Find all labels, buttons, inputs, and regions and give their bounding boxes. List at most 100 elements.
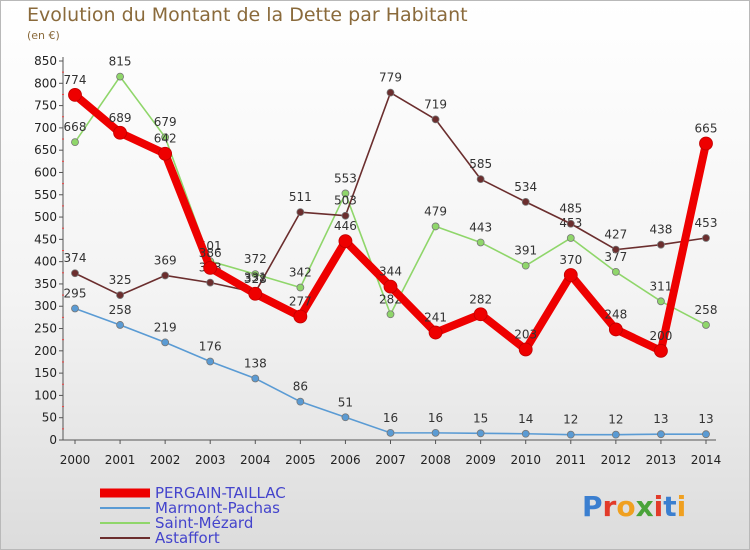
data-label: 203 bbox=[514, 327, 537, 341]
data-point bbox=[296, 208, 305, 217]
data-point bbox=[161, 271, 170, 280]
data-point bbox=[341, 211, 350, 220]
data-label: 679 bbox=[154, 115, 177, 129]
data-label: 325 bbox=[109, 273, 132, 287]
data-label: 372 bbox=[244, 252, 267, 266]
y-tick-label: 750 bbox=[34, 99, 57, 113]
y-tick-label: 600 bbox=[34, 165, 57, 179]
x-tick-label: 2009 bbox=[465, 453, 496, 467]
data-label: 13 bbox=[653, 412, 668, 426]
data-label: 585 bbox=[469, 157, 492, 171]
data-point bbox=[431, 115, 440, 124]
x-tick-label: 2000 bbox=[60, 453, 91, 467]
data-point bbox=[251, 374, 260, 383]
y-tick-label: 250 bbox=[34, 322, 57, 336]
y-tick-label: 450 bbox=[34, 232, 57, 246]
data-point bbox=[476, 175, 485, 184]
data-label: 277 bbox=[289, 294, 312, 308]
data-point bbox=[521, 261, 530, 270]
y-tick-label: 200 bbox=[34, 344, 57, 358]
data-label: 427 bbox=[604, 228, 627, 242]
data-label: 446 bbox=[334, 219, 357, 233]
data-label: 200 bbox=[649, 329, 672, 343]
x-tick-label: 2005 bbox=[285, 453, 316, 467]
data-point bbox=[206, 357, 215, 366]
data-label: 258 bbox=[109, 303, 132, 317]
data-point bbox=[611, 430, 620, 439]
data-label: 815 bbox=[109, 55, 132, 69]
data-point bbox=[296, 283, 305, 292]
data-label: 503 bbox=[334, 194, 357, 208]
data-point bbox=[473, 307, 488, 322]
x-tick-label: 2014 bbox=[691, 453, 722, 467]
logo-letter: r bbox=[602, 490, 617, 523]
data-point bbox=[293, 309, 308, 324]
data-label: 369 bbox=[154, 253, 177, 267]
data-label: 241 bbox=[424, 311, 447, 325]
data-point bbox=[71, 269, 79, 278]
data-point bbox=[161, 338, 170, 347]
y-tick-label: 50 bbox=[42, 411, 57, 425]
data-label: 370 bbox=[559, 253, 582, 267]
data-point bbox=[611, 245, 620, 254]
y-tick-label: 150 bbox=[34, 366, 57, 380]
data-point bbox=[657, 297, 665, 306]
data-label: 15 bbox=[473, 411, 488, 425]
data-point bbox=[521, 429, 530, 438]
x-tick-label: 2006 bbox=[330, 453, 361, 467]
data-label: 176 bbox=[199, 340, 222, 354]
logo-letter: P bbox=[582, 490, 603, 523]
data-point bbox=[431, 222, 440, 231]
data-point bbox=[702, 321, 710, 329]
data-label: 16 bbox=[428, 411, 443, 425]
y-tick-label: 850 bbox=[34, 54, 57, 68]
data-point bbox=[566, 219, 575, 228]
data-point bbox=[476, 429, 485, 438]
data-point bbox=[521, 197, 530, 206]
data-point bbox=[699, 136, 713, 151]
data-label: 16 bbox=[383, 411, 398, 425]
x-tick-label: 2002 bbox=[150, 453, 181, 467]
data-point bbox=[431, 428, 440, 437]
logo-letter: t bbox=[663, 490, 677, 523]
data-label: 12 bbox=[608, 413, 623, 427]
x-tick-label: 2008 bbox=[420, 453, 451, 467]
y-tick-label: 550 bbox=[34, 188, 57, 202]
data-label: 219 bbox=[154, 320, 177, 334]
x-tick-label: 2011 bbox=[556, 453, 587, 467]
data-point bbox=[338, 234, 353, 249]
data-point bbox=[206, 278, 215, 287]
data-label: 342 bbox=[289, 266, 312, 280]
data-point bbox=[518, 342, 533, 357]
y-tick-label: 650 bbox=[34, 143, 57, 157]
data-label: 668 bbox=[64, 120, 87, 134]
data-label: 438 bbox=[649, 223, 672, 237]
data-point bbox=[161, 133, 170, 142]
data-point bbox=[203, 260, 218, 275]
data-point bbox=[566, 234, 575, 242]
legend-label: PERGAIN-TAILLAC bbox=[155, 484, 286, 502]
data-label: 258 bbox=[695, 303, 718, 317]
data-point bbox=[116, 72, 124, 81]
x-tick-label: 2004 bbox=[240, 453, 271, 467]
data-label: 13 bbox=[698, 412, 713, 426]
data-label: 453 bbox=[695, 216, 718, 230]
data-point bbox=[296, 397, 305, 406]
data-label: 138 bbox=[244, 356, 267, 370]
logo-letter: i bbox=[653, 490, 664, 523]
logo-letter: i bbox=[676, 490, 687, 523]
data-point bbox=[71, 138, 79, 147]
y-tick-label: 500 bbox=[34, 210, 57, 224]
data-point bbox=[71, 304, 79, 313]
data-label: 12 bbox=[563, 413, 578, 427]
data-label: 295 bbox=[64, 286, 87, 300]
data-label: 311 bbox=[649, 279, 672, 293]
data-label: 282 bbox=[469, 292, 492, 306]
data-label: 344 bbox=[379, 265, 402, 279]
data-label: 779 bbox=[379, 71, 402, 85]
chart-subtitle: (en €) bbox=[27, 29, 60, 42]
proxiti-logo: Proxiti bbox=[582, 490, 686, 523]
data-point bbox=[657, 430, 665, 439]
data-point bbox=[341, 189, 350, 198]
